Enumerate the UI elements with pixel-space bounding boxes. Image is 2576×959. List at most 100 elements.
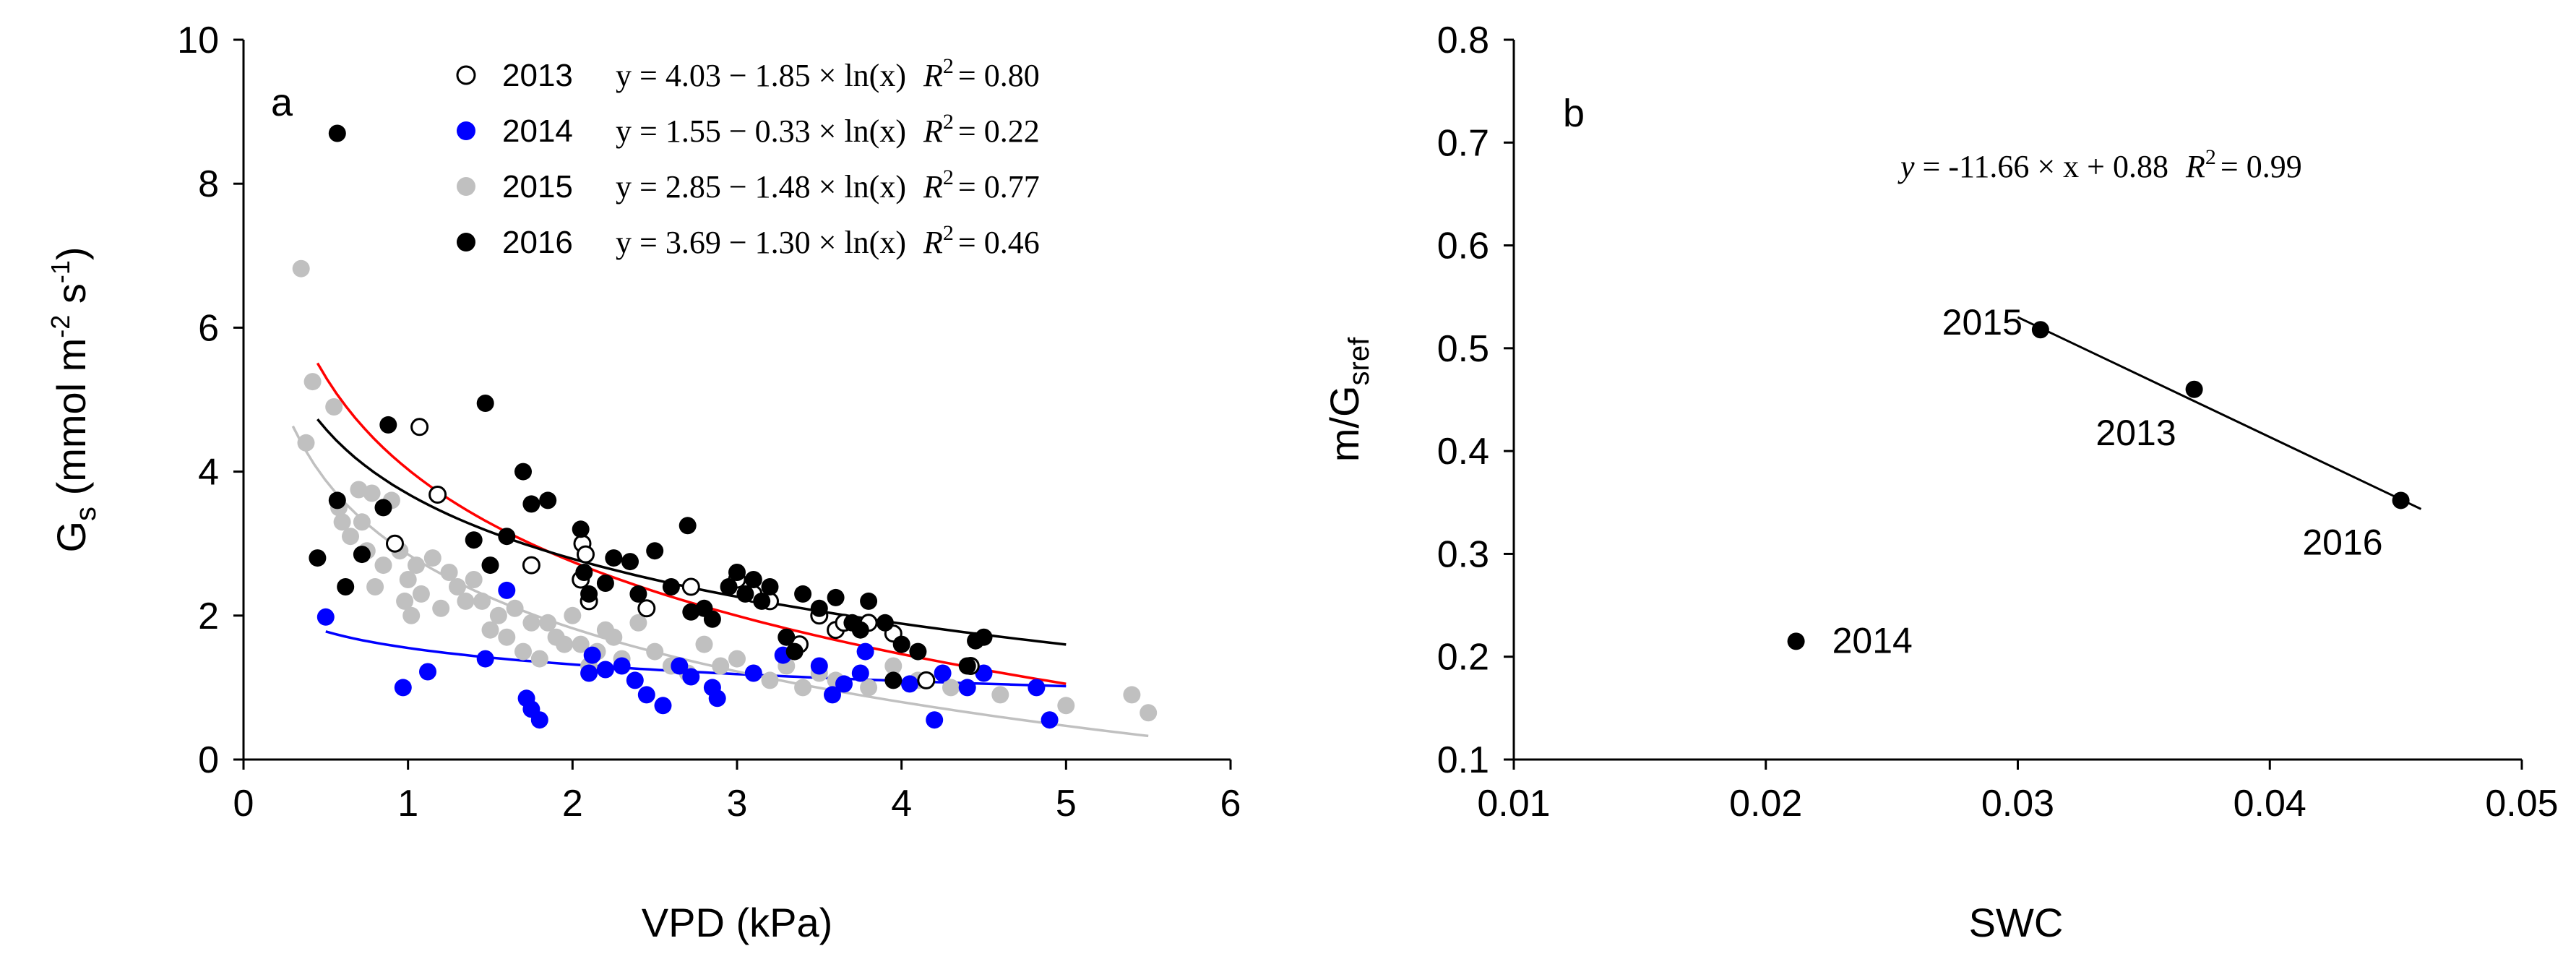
point-2015 xyxy=(489,606,507,624)
point-2015 xyxy=(396,592,414,610)
point-2014 xyxy=(926,711,944,729)
point-2014 xyxy=(835,675,853,693)
point-label-2014: 2014 xyxy=(1832,620,1913,661)
point-2014 xyxy=(580,664,598,682)
panel-a-x-tick-label: 4 xyxy=(891,783,912,825)
point-2014 xyxy=(708,689,726,708)
point-2016 xyxy=(514,463,532,481)
panel-b-y-axis-title: m/Gsref xyxy=(1322,337,1375,462)
point-2015 xyxy=(402,606,421,624)
panel-b-equation-text: = -11.66 × x + 0.88 xyxy=(1915,149,2168,184)
point-2013 xyxy=(917,671,936,689)
point-2014 xyxy=(596,661,614,679)
point-2016 xyxy=(353,546,371,564)
point-2015 xyxy=(506,599,524,617)
point-2015 xyxy=(408,556,425,575)
point-2015 xyxy=(605,628,623,646)
point-2016 xyxy=(374,499,392,517)
point-2016 xyxy=(827,588,845,606)
point-2016 xyxy=(580,585,598,603)
panel-a-x-axis-title: VPD (kPa) xyxy=(642,900,833,945)
point-2016 xyxy=(892,635,910,653)
point-2015 xyxy=(761,671,779,689)
point-2015 xyxy=(884,657,903,675)
point-2014 xyxy=(530,711,548,729)
panel-a-y-tick-label: 6 xyxy=(198,307,219,349)
point-2016 xyxy=(703,610,721,628)
point-2016 xyxy=(958,657,976,675)
panel-a-y-tick-label: 2 xyxy=(198,595,219,637)
point-2015 xyxy=(399,571,417,588)
panel-b-y-tick-label: 0.1 xyxy=(1437,739,1489,781)
point-2013 xyxy=(386,534,404,553)
panel-a-letter: a xyxy=(271,81,293,124)
point-2014 xyxy=(682,668,700,686)
point-2016 xyxy=(851,621,869,639)
legend-entry-2015: 2015 y = 2.85 − 1.48 × ln(x) R2 = 0.77 xyxy=(457,165,1040,205)
point-2015 xyxy=(991,686,1009,704)
point-2015 xyxy=(473,592,491,610)
point-2014 xyxy=(958,679,976,697)
legend-entry-2013: 2013 y = 4.03 − 1.85 × ln(x) R2 = 0.80 xyxy=(456,54,1040,93)
panel-b-x-tick-label: 0.04 xyxy=(2233,783,2306,825)
point-2016 xyxy=(794,585,812,603)
point-2015 xyxy=(432,599,450,617)
point-2015 xyxy=(350,481,368,499)
point-2015 xyxy=(363,484,381,502)
point-2015 xyxy=(412,585,430,603)
point-2014 xyxy=(637,686,655,704)
panel-a-x-tick-label: 1 xyxy=(397,783,418,825)
point-2016 xyxy=(379,416,397,434)
legend-equation-2015: y = 2.85 − 1.48 × ln(x) R2 = 0.77 xyxy=(616,165,1040,205)
point-2016 xyxy=(728,564,746,581)
point-2016 xyxy=(761,578,779,595)
point-2015 xyxy=(325,398,343,416)
point-2013 xyxy=(428,486,447,504)
panel-b-x-tick-label: 0.02 xyxy=(1729,783,1802,825)
point-2016 xyxy=(328,491,346,509)
point-label-2015: 2015 xyxy=(1942,302,2023,343)
legend-year-2015: 2015 xyxy=(502,169,573,205)
point-2014 xyxy=(856,642,874,661)
panel-b-y-tick-label: 0.6 xyxy=(1437,225,1489,267)
panel-b-letter: b xyxy=(1563,92,1585,135)
panel-a-points xyxy=(292,124,1158,729)
point-2014 xyxy=(851,664,869,682)
point-2015 xyxy=(303,373,322,391)
point-2015 xyxy=(366,578,384,595)
point-2016 xyxy=(2392,491,2410,509)
legend-equation-2014: y = 1.55 − 0.33 × ln(x) R2 = 0.22 xyxy=(616,110,1040,149)
point-2013 xyxy=(681,577,700,596)
point-2016 xyxy=(679,517,697,535)
point-2015 xyxy=(292,259,310,278)
panel-a-x-tick-label: 0 xyxy=(233,783,254,825)
point-2014 xyxy=(975,664,993,682)
point-label-2016: 2016 xyxy=(2302,522,2382,562)
panel-b-x-tick-label: 0.01 xyxy=(1477,783,1550,825)
point-2016 xyxy=(810,599,828,617)
legend-equation-2016: y = 3.69 − 1.30 × ln(x) R2 = 0.46 xyxy=(616,221,1040,260)
panel-b-y-tick-label: 0.8 xyxy=(1437,20,1489,61)
legend-marker-2016 xyxy=(457,233,475,251)
point-2016 xyxy=(481,556,499,575)
panel-b-y-tick-label: 0.7 xyxy=(1437,122,1489,164)
point-2015 xyxy=(374,556,392,575)
point-2016 xyxy=(476,395,494,412)
panel-a-x-tick-label: 5 xyxy=(1056,783,1077,825)
point-2014 xyxy=(1028,679,1046,697)
point-2015 xyxy=(539,614,557,632)
point-2015 xyxy=(728,650,746,668)
point-2015 xyxy=(1123,686,1141,704)
point-2016 xyxy=(337,578,355,595)
panel-b-ticks: 0.01 0.02 0.03 0.04 0.05 0.1 0.2 0.3 0.4 0.5 0.6 0.… xyxy=(1437,20,2559,825)
point-2016 xyxy=(572,520,590,538)
panel-a-y-axis-title: Gs (mmol m-2 s-1) xyxy=(46,246,102,552)
point-2015 xyxy=(1057,697,1075,715)
panel-a-y-tick-label: 4 xyxy=(198,452,219,494)
panel-b-equation: y = -11.66 × x + 0.88 R2 = 0.99 xyxy=(1897,145,2302,184)
point-2016 xyxy=(860,592,878,610)
panel-a-y-tick-label: 8 xyxy=(198,163,219,205)
panel-b-x-axis-title: SWC xyxy=(1969,900,2064,945)
point-2016 xyxy=(777,628,796,646)
point-2016 xyxy=(539,491,557,509)
